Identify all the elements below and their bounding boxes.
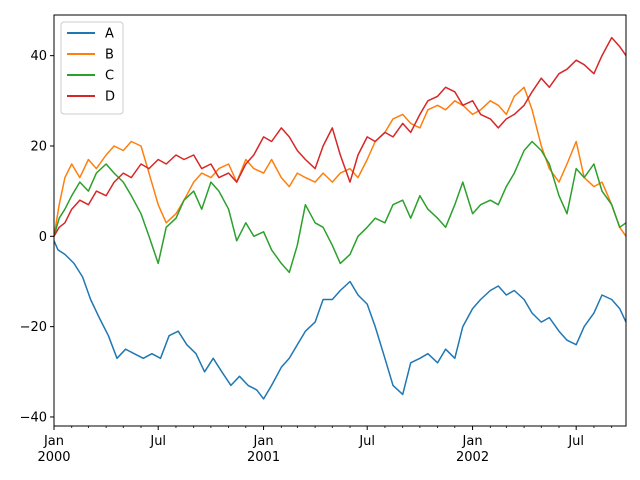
- y-tick-label: −20: [20, 320, 47, 335]
- x-tick-year-label: 2002: [456, 450, 489, 465]
- series-line-a: [54, 240, 626, 400]
- x-tick-label: Jan: [43, 434, 64, 449]
- y-tick-label: −40: [20, 410, 47, 425]
- x-tick-year-label: 2001: [247, 450, 280, 465]
- plot-frame: [53, 14, 627, 427]
- legend-label-d: D: [105, 90, 115, 105]
- x-tick-label: Jul: [149, 434, 166, 449]
- y-axis: −40 −20 0 20 40: [20, 49, 54, 425]
- legend-box: [60, 21, 124, 115]
- legend-label-a: A: [105, 27, 114, 42]
- x-tick-label: Jan: [462, 434, 483, 449]
- x-tick-label: Jul: [358, 434, 375, 449]
- y-tick-label: 0: [39, 230, 47, 245]
- series-line-c: [54, 140, 626, 274]
- series-layer: [54, 36, 626, 400]
- legend-label-c: C: [105, 69, 114, 84]
- legend-label-b: B: [105, 48, 114, 63]
- x-tick-year-label: 2000: [37, 450, 70, 465]
- y-tick-label: 20: [30, 139, 47, 154]
- x-tick-label: Jul: [567, 434, 584, 449]
- y-tick-label: 40: [30, 49, 47, 64]
- series-line-b: [54, 86, 626, 237]
- series-line-d: [54, 36, 626, 237]
- x-tick-label: Jan: [253, 434, 274, 449]
